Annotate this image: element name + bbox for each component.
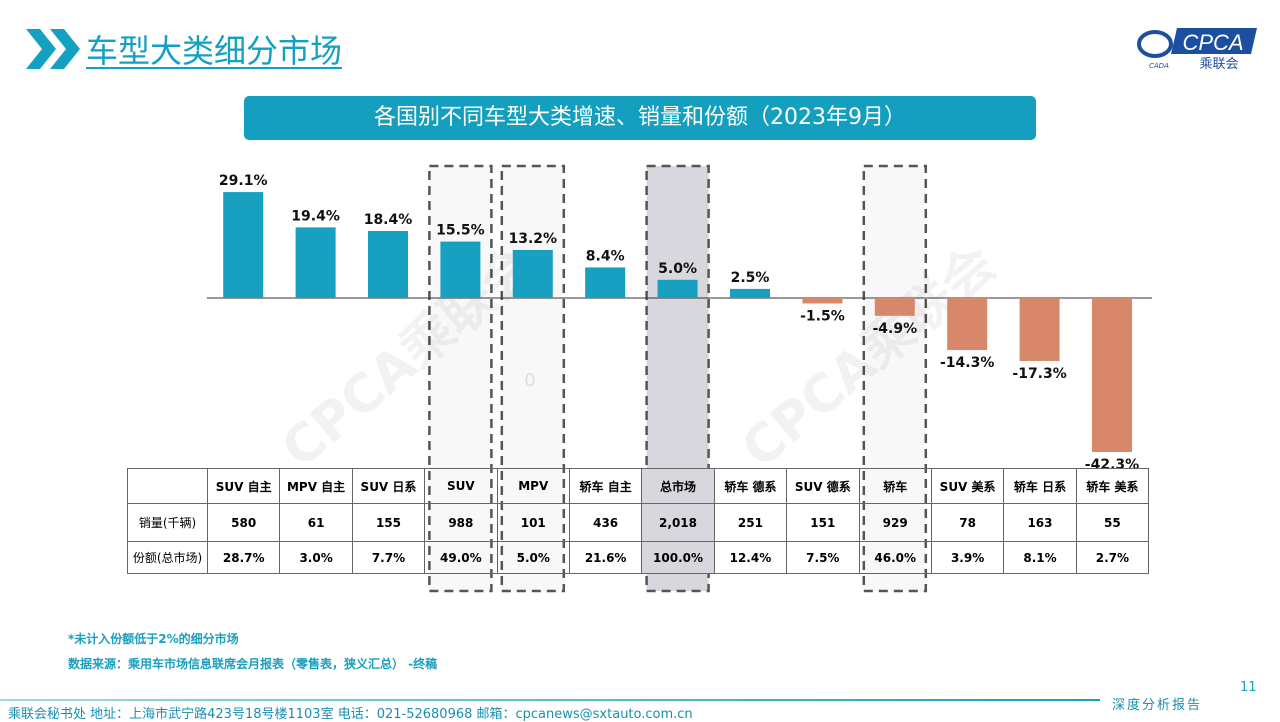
table-cell: 28.7%	[206, 541, 281, 574]
column-header: SUV 德系	[786, 468, 860, 504]
svg-text:CADA: CADA	[1149, 62, 1169, 70]
table-cell: 151	[786, 503, 860, 542]
table-cell: 251	[713, 503, 788, 542]
column-header: 总市场	[641, 468, 715, 504]
bar	[657, 279, 698, 298]
data-label: -4.9%	[872, 321, 917, 337]
data-label: 2.5%	[731, 270, 770, 286]
table-cell: 100.0%	[641, 541, 715, 574]
data-label: -14.3%	[940, 355, 994, 371]
bar	[1092, 298, 1132, 452]
table-cell: 7.5%	[786, 541, 860, 574]
data-label: 18.4%	[364, 212, 413, 228]
table-cell: 3.9%	[930, 541, 1005, 574]
table-cell: 12.4%	[713, 541, 788, 574]
data-label: -17.3%	[1012, 366, 1066, 382]
column-header: 轿车	[858, 468, 932, 504]
data-label: 13.2%	[509, 231, 558, 247]
svg-text:CPCA: CPCA	[1182, 30, 1243, 55]
table-cell: 5.0%	[496, 541, 570, 574]
table-cell: 155	[351, 503, 426, 542]
table-cell: 8.1%	[1003, 541, 1077, 574]
data-label: 19.4%	[291, 208, 340, 224]
row-label: 份额(总市场)	[127, 541, 208, 574]
column-header: 轿车 美系	[1075, 468, 1150, 504]
table-cell: 436	[568, 503, 643, 542]
chevron-icon	[26, 29, 80, 69]
bar	[585, 267, 626, 298]
bar	[223, 192, 264, 298]
table-cell: 3.0%	[279, 541, 353, 574]
bar	[368, 231, 408, 298]
table-cell: 78	[930, 503, 1005, 542]
table-cell: 49.0%	[424, 541, 498, 574]
column-header: SUV 美系	[930, 468, 1005, 504]
footer-divider	[0, 699, 1100, 701]
bar	[295, 227, 336, 298]
page-number: 11	[1240, 680, 1257, 695]
data-label: 8.4%	[586, 248, 625, 264]
table-cell: 988	[424, 503, 498, 542]
svg-text:乘联会: 乘联会	[1199, 57, 1238, 72]
chart-title: 各国别不同车型大类增速、销量和份额（2023年9月）	[244, 96, 1036, 140]
column-header: 轿车 自主	[568, 468, 643, 504]
bar	[440, 241, 481, 298]
source-note: 数据来源：乘用车市场信息联席会月报表（零售表，狭义汇总） -终稿	[68, 657, 438, 671]
bar	[730, 288, 770, 298]
column-header: SUV 日系	[351, 468, 426, 504]
footer-brand: 深度分析报告	[1112, 698, 1203, 713]
column-header: 轿车 德系	[713, 468, 788, 504]
data-label: 5.0%	[658, 261, 697, 277]
table-cell: 2,018	[641, 503, 715, 542]
bar	[874, 298, 915, 316]
table-cell: 929	[858, 503, 932, 542]
cpca-logo: CPCA 乘联会 CADA	[1135, 22, 1260, 72]
bar	[512, 249, 553, 298]
bar	[802, 298, 843, 304]
footnote: *未计入份额低于2%的细分市场	[68, 632, 239, 646]
column-header: 轿车 日系	[1003, 468, 1077, 504]
footer-address: 乘联会秘书处 地址：上海市武宁路423号18号楼1103室 电话：021-526…	[8, 707, 693, 722]
bar	[947, 298, 988, 351]
table-cell: 2.7%	[1075, 541, 1150, 574]
data-label: 15.5%	[436, 223, 485, 239]
bar	[1019, 298, 1060, 361]
page-title: 车型大类细分市场	[86, 32, 343, 70]
table-cell: 21.6%	[568, 541, 643, 574]
table-cell: 580	[206, 503, 281, 542]
row-label: 销量(千辆)	[127, 503, 208, 542]
stray-label: 0	[524, 370, 535, 391]
table-cell: 101	[496, 503, 570, 542]
table-cell: 7.7%	[351, 541, 426, 574]
data-label: 29.1%	[219, 173, 268, 189]
table-cell: 55	[1075, 503, 1150, 542]
data-label: -1.5%	[800, 308, 845, 324]
column-header: SUV	[424, 468, 498, 504]
table-corner	[127, 468, 208, 504]
table-cell: 163	[1003, 503, 1077, 542]
column-header: SUV 自主	[206, 468, 281, 504]
data-table: SUV 自主 MPV 自主 SUV 日系 SUV MPV 轿车 自主 总市场 轿车 德系 SUV…	[127, 468, 1150, 574]
table-cell: 61	[279, 503, 353, 542]
column-header: MPV	[496, 468, 570, 504]
table-cell: 46.0%	[858, 541, 932, 574]
column-header: MPV 自主	[279, 468, 353, 504]
